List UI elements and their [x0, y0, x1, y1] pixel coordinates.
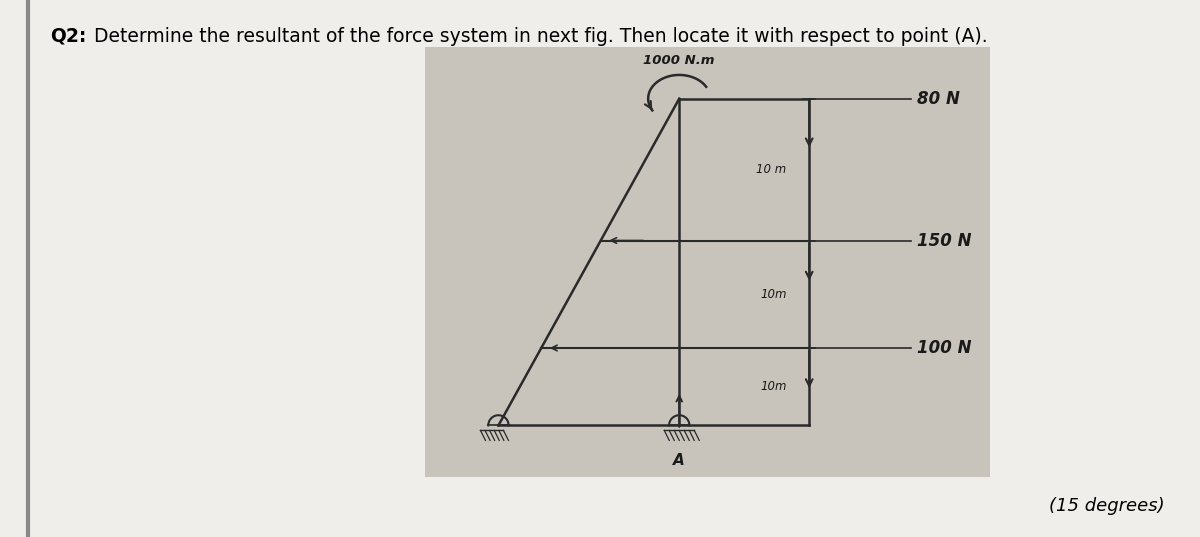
Text: 150 N: 150 N [917, 231, 971, 250]
Text: A: A [673, 453, 685, 468]
Text: Determine the resultant of the force system in next fig. Then locate it with res: Determine the resultant of the force sys… [88, 27, 988, 46]
Text: Q2:: Q2: [50, 27, 86, 46]
Text: (15 degrees): (15 degrees) [1049, 497, 1165, 515]
Text: 10m: 10m [760, 288, 787, 301]
Bar [425, 47, 990, 477]
Text: 100 N: 100 N [917, 339, 971, 357]
Text: 10m: 10m [760, 380, 787, 393]
Text: 80 N: 80 N [917, 90, 960, 107]
Text: 10 m: 10 m [756, 163, 787, 176]
Text: 1000 N.m: 1000 N.m [643, 54, 715, 67]
